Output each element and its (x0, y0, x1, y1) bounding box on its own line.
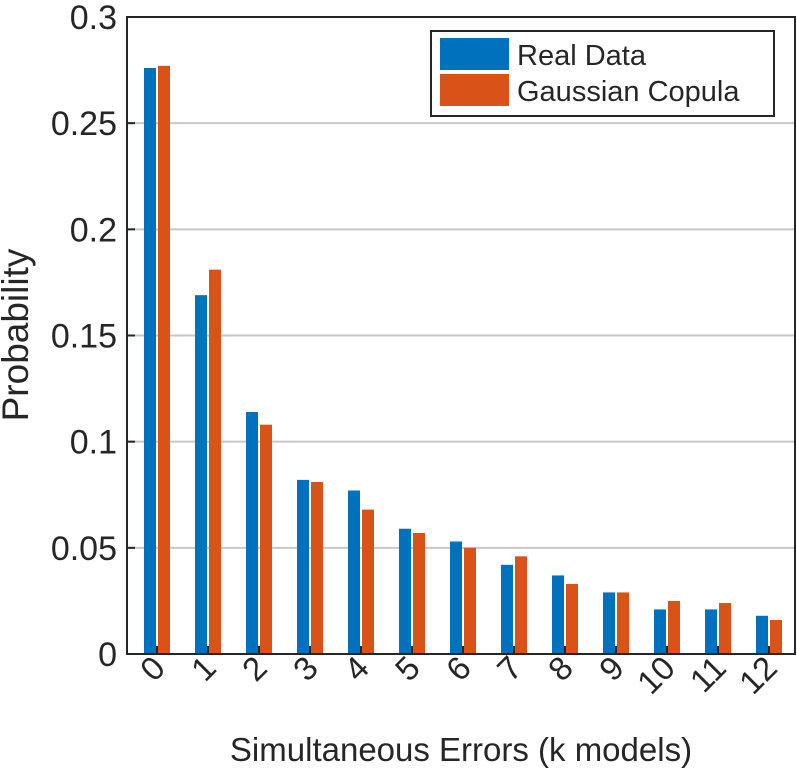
bar-gaussian-copula-2 (260, 424, 272, 654)
legend: Real Data Gaussian Copula (430, 30, 775, 117)
y-axis-ticks: 0 0.05 0.1 0.15 0.2 0.25 0.3 (51, 0, 135, 674)
bar-real-data-5 (399, 528, 411, 654)
bar-real-data-11 (705, 609, 717, 654)
y-tick-label: 0.3 (70, 0, 117, 37)
bar-gaussian-copula-0 (158, 65, 170, 654)
x-tick-label: 10 (630, 649, 682, 701)
x-tick-label: 12 (732, 649, 784, 701)
bar-gaussian-copula-6 (464, 547, 476, 654)
bar-gaussian-copula-12 (770, 620, 782, 654)
bar-real-data-8 (552, 575, 564, 654)
bar-real-data-1 (195, 295, 207, 654)
y-tick-label: 0.05 (51, 530, 117, 568)
bar-real-data-3 (297, 479, 309, 654)
bar-real-data-7 (501, 564, 513, 654)
y-tick-label: 0.15 (51, 318, 117, 356)
bar-gaussian-copula-10 (668, 600, 680, 654)
y-tick-label: 0.1 (70, 424, 117, 462)
bar-gaussian-copula-1 (209, 269, 221, 654)
y-axis-label: Probability (0, 248, 36, 421)
legend-swatch (440, 74, 509, 106)
bar-real-data-12 (756, 615, 768, 654)
y-tick-label: 0.2 (70, 211, 117, 249)
bar-real-data-6 (450, 541, 462, 654)
bar-real-data-2 (246, 411, 258, 654)
y-tick-label: 0 (98, 636, 117, 674)
legend-label: Gaussian Copula (517, 76, 740, 108)
bar-gaussian-copula-11 (719, 603, 731, 654)
legend-label: Real Data (517, 40, 647, 72)
bar-real-data-4 (348, 490, 360, 654)
gridlines (127, 122, 795, 549)
y-tick-label: 0.25 (51, 105, 117, 143)
bar-gaussian-copula-3 (311, 482, 323, 654)
bar-gaussian-copula-4 (362, 509, 374, 654)
bar-gaussian-copula-8 (566, 583, 578, 654)
bar-real-data-10 (654, 609, 666, 654)
x-tick-label: 11 (683, 649, 733, 699)
bar-real-data-0 (144, 67, 156, 654)
legend-swatch (440, 38, 509, 70)
x-axis-label: Simultaneous Errors (k models) (230, 731, 692, 768)
bar-gaussian-copula-9 (617, 592, 629, 654)
bar-gaussian-copula-7 (515, 556, 527, 654)
bar-real-data-9 (603, 592, 615, 654)
bars (144, 65, 782, 654)
bar-gaussian-copula-5 (413, 532, 425, 654)
